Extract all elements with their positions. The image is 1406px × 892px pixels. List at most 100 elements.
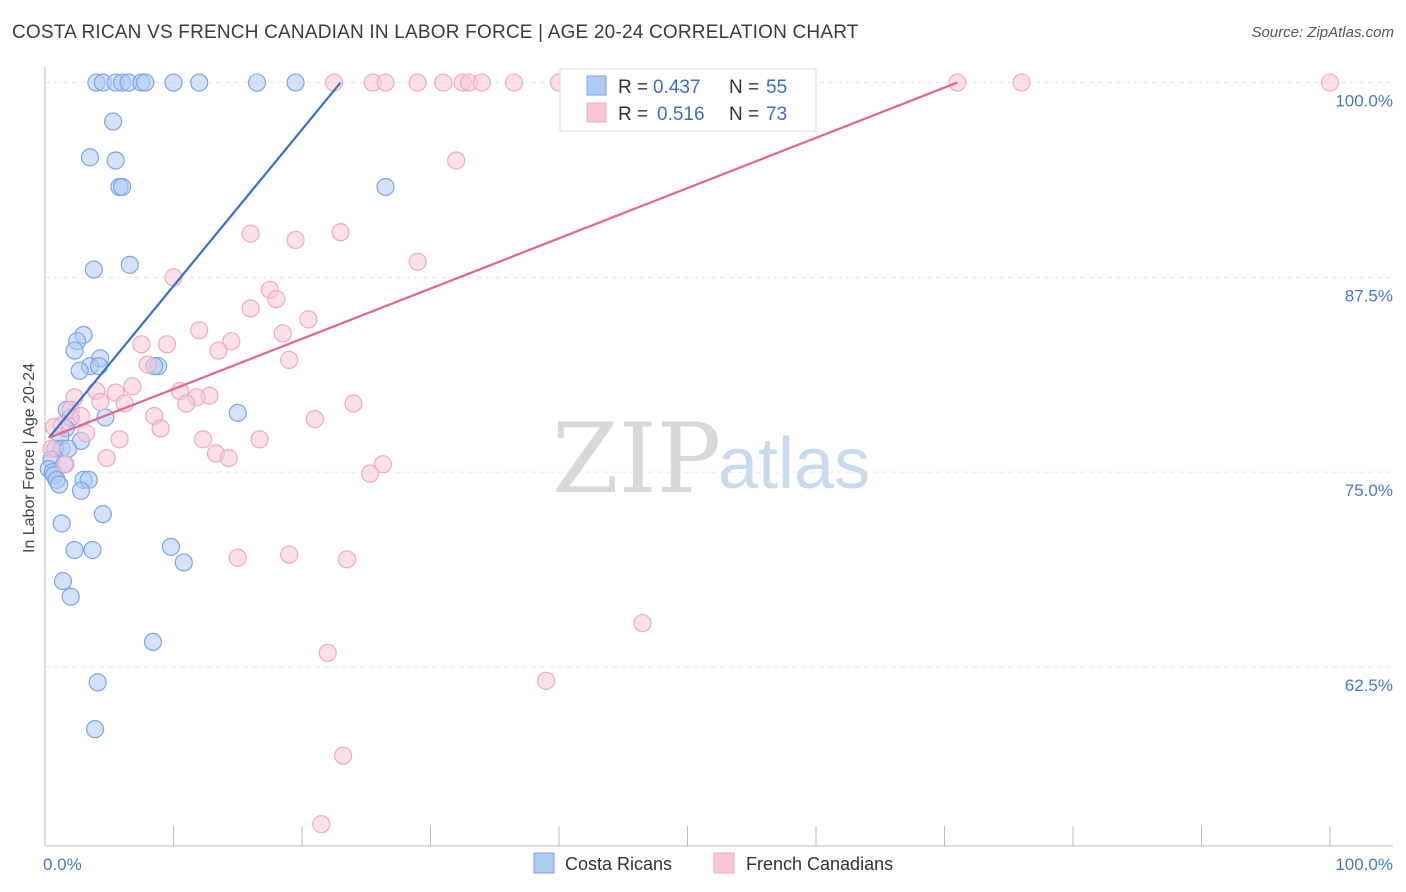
point-costa-ricans-6 [136, 73, 155, 92]
point-french-canadians-55 [42, 439, 61, 458]
trend-line-costa-ricans [48, 81, 342, 439]
y-tick-label-3: 100.0% [1335, 92, 1393, 111]
point-costa-ricans-11 [104, 112, 123, 131]
point-costa-ricans-50 [65, 540, 84, 560]
point-french-canadians-42 [91, 392, 110, 412]
point-french-canadians-52 [110, 430, 129, 449]
legend-n-label-2: N = [729, 104, 759, 125]
point-french-canadians-66 [318, 643, 337, 662]
point-french-canadians-7 [472, 73, 491, 92]
legend-r-value-2: 0.516 [657, 104, 705, 125]
data-points [39, 73, 1340, 834]
point-costa-ricans-7 [164, 73, 183, 92]
y-axis-label: In Labor Force | Age 20-24 [21, 363, 38, 553]
point-costa-ricans-16 [376, 177, 395, 197]
y-tick-label-0: 62.5% [1345, 676, 1393, 695]
legend-r-value-1: 0.437 [653, 77, 701, 98]
point-french-canadians-16 [241, 224, 260, 243]
x-tick-label-min: 0.0% [43, 855, 82, 874]
point-costa-ricans-57 [88, 673, 107, 692]
point-french-canadians-48 [151, 419, 170, 438]
point-costa-ricans-53 [174, 553, 193, 572]
point-costa-ricans-47 [71, 481, 91, 500]
point-french-canadians-57 [97, 448, 116, 468]
point-costa-ricans-56 [143, 632, 163, 652]
point-costa-ricans-12 [80, 148, 100, 167]
legend-n-label-1: N = [729, 77, 759, 98]
point-costa-ricans-17 [84, 260, 103, 279]
point-french-canadians-25 [190, 321, 209, 340]
y-tick-labels: 62.5% 75.0% 87.5% 100.0% [1335, 92, 1393, 695]
trend-line-french-canadians [48, 81, 958, 439]
point-costa-ricans-37 [59, 439, 78, 458]
point-french-canadians-33 [123, 377, 142, 396]
point-costa-ricans-31 [228, 403, 247, 422]
point-french-canadians-23 [241, 299, 260, 318]
point-french-canadians-63 [280, 545, 299, 564]
point-costa-ricans-58 [86, 720, 105, 739]
point-costa-ricans-46 [50, 475, 69, 494]
point-costa-ricans-51 [83, 540, 102, 560]
point-french-canadians-62 [228, 548, 247, 567]
bottom-legend-label-costa-ricans: Costa Ricans [565, 854, 672, 874]
point-french-canadians-29 [157, 335, 177, 354]
point-french-canadians-68 [334, 746, 353, 765]
legend-swatch-costa-ricans [586, 75, 607, 96]
trend-lines [48, 81, 958, 439]
grid-lines [45, 82, 1393, 668]
point-french-canadians-28 [132, 335, 151, 354]
point-costa-ricans-48 [93, 505, 112, 524]
x-tick-labels: 0.0% 100.0% [43, 855, 1393, 874]
point-french-canadians-65 [633, 614, 652, 633]
point-french-canadians-32 [138, 355, 157, 374]
point-french-canadians-54 [250, 430, 269, 449]
point-french-canadians-18 [331, 223, 350, 242]
bottom-legend-swatch-french-canadians [713, 852, 735, 874]
bottom-legend-swatch-costa-ricans [533, 852, 555, 874]
point-costa-ricans-49 [52, 514, 71, 533]
legend-r-label-2: R = [618, 104, 648, 125]
point-french-canadians-2 [376, 73, 395, 92]
point-french-canadians-30 [209, 341, 228, 360]
point-french-canadians-17 [286, 230, 305, 250]
point-costa-ricans-13 [106, 151, 125, 170]
y-tick-label-2: 87.5% [1345, 286, 1393, 305]
bottom-legend: Costa Ricans French Canadians [533, 852, 893, 874]
point-french-canadians-41 [115, 394, 134, 413]
point-french-canadians-60 [373, 455, 393, 474]
point-french-canadians-61 [361, 464, 380, 483]
legend-n-value-1: 55 [766, 77, 787, 98]
point-french-canadians-3 [408, 73, 427, 92]
point-french-canadians-64 [337, 550, 357, 569]
point-french-canadians-8 [504, 73, 524, 92]
point-french-canadians-15 [447, 151, 466, 170]
point-french-canadians-51 [77, 424, 96, 443]
point-costa-ricans-21 [65, 341, 84, 360]
point-french-canadians-43 [344, 394, 363, 413]
point-french-canadians-27 [222, 332, 241, 351]
watermark-atlas: atlas [718, 424, 870, 504]
point-french-canadians-4 [434, 73, 453, 92]
legend: R = 0.437 N = 55 R = 0.516 N = 73 [559, 68, 817, 132]
point-french-canadians-47 [305, 410, 324, 429]
point-costa-ricans-15 [112, 177, 132, 197]
point-french-canadians-14 [1320, 73, 1340, 92]
watermark-zip: ZIP [552, 403, 721, 515]
point-costa-ricans-24 [70, 361, 89, 380]
point-costa-ricans-55 [61, 587, 80, 606]
point-french-canadians-40 [177, 394, 196, 413]
point-costa-ricans-54 [53, 572, 73, 591]
point-french-canadians-19 [408, 252, 427, 271]
watermark: ZIP atlas [552, 403, 870, 515]
chart-title: COSTA RICAN VS FRENCH CANADIAN IN LABOR … [12, 22, 859, 43]
point-french-canadians-58 [219, 448, 238, 468]
point-costa-ricans-8 [190, 73, 209, 92]
point-costa-ricans-52 [161, 537, 181, 556]
point-costa-ricans-25 [89, 357, 109, 376]
bottom-legend-label-french-canadians: French Canadians [746, 854, 893, 874]
point-french-canadians-69 [312, 815, 331, 834]
point-french-canadians-24 [299, 310, 318, 329]
point-french-canadians-26 [273, 324, 292, 343]
y-tick-label-1: 75.0% [1345, 481, 1393, 500]
